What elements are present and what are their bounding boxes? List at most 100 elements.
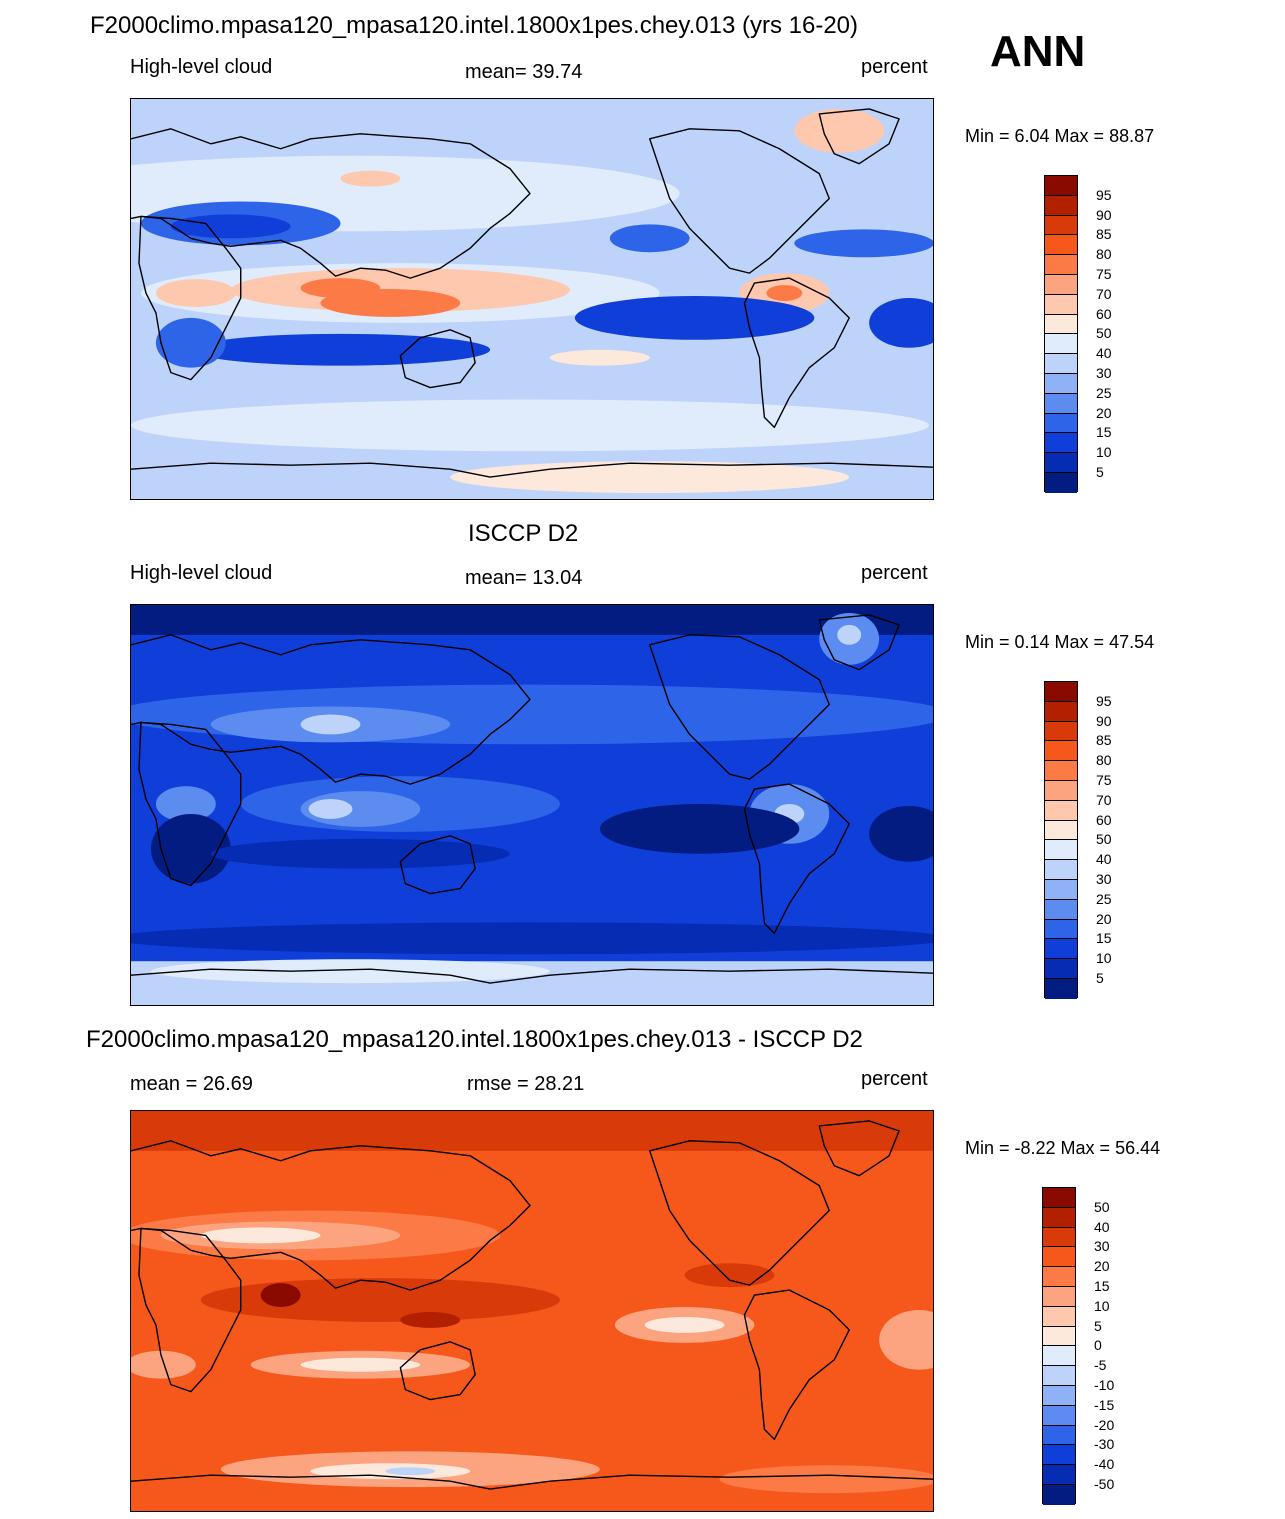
- colorbar-tick-label: 50: [1094, 1198, 1110, 1215]
- colorbar-swatch: [1045, 919, 1077, 940]
- colorbar-swatch: [1045, 255, 1077, 275]
- colorbar-tick-label: 40: [1096, 345, 1112, 362]
- colorbar-swatch: [1045, 899, 1077, 920]
- colorbar-tick-label: 20: [1096, 910, 1112, 927]
- colorbar-swatch: [1045, 472, 1077, 493]
- colorbar-tick-label: 85: [1096, 226, 1112, 243]
- colorbar-swatch: [1045, 433, 1077, 454]
- colorbar-tick-label: 30: [1096, 365, 1112, 381]
- panel2-map: [130, 604, 934, 1006]
- colorbar-tick-label: 20: [1094, 1258, 1110, 1275]
- colorbar-tick-label: 15: [1096, 424, 1112, 441]
- panel3-title: F2000climo.mpasa120_mpasa120.intel.1800x…: [86, 1026, 863, 1053]
- colorbar-tick-label: 5: [1094, 1317, 1102, 1334]
- colorbar-swatch: [1045, 294, 1077, 315]
- panel1-minmax-label: Min = 6.04 Max = 88.87: [965, 126, 1155, 146]
- colorbar-tick-label: 80: [1096, 246, 1112, 263]
- colorbar-tick-label: 30: [1096, 871, 1112, 887]
- panel1-map-plot: [131, 99, 933, 499]
- colorbar-swatch: [1043, 1405, 1075, 1426]
- colorbar-swatch: [1045, 800, 1077, 821]
- colorbar-swatch: [1045, 176, 1077, 196]
- colorbar-tick-label: -5: [1094, 1357, 1107, 1374]
- panel2-minmax-label: Min = 0.14 Max = 47.54: [965, 632, 1155, 652]
- panel3-rmse-label: rmse = 28.21: [467, 1073, 585, 1095]
- colorbar-swatch: [1045, 701, 1077, 722]
- colorbar-swatch: [1045, 215, 1077, 236]
- colorbar-tick-label: 50: [1096, 831, 1112, 848]
- colorbar-tick-label: 75: [1096, 772, 1112, 788]
- colorbar-swatch: [1043, 1326, 1075, 1347]
- season-label: ANN: [990, 27, 1086, 76]
- colorbar-tick-label: 25: [1096, 384, 1112, 401]
- colorbar-swatch: [1045, 761, 1077, 781]
- colorbar-tick-label: 10: [1094, 1297, 1110, 1314]
- colorbar-swatch: [1045, 314, 1077, 335]
- colorbar-tick-label: -30: [1094, 1436, 1115, 1453]
- colorbar-tick-label: -20: [1094, 1416, 1115, 1433]
- colorbar-tick-label: 85: [1096, 732, 1112, 749]
- colorbar-swatch: [1045, 235, 1077, 256]
- colorbar-tick-label: 70: [1096, 791, 1112, 808]
- colorbar-tick-label: 15: [1094, 1278, 1110, 1294]
- panel2-mean-label: mean= 13.04: [465, 567, 583, 589]
- colorbar-swatch: [1045, 741, 1077, 762]
- colorbar-swatch: [1043, 1346, 1075, 1367]
- colorbar-swatch: [1043, 1188, 1075, 1208]
- colorbar-swatch: [1043, 1385, 1075, 1406]
- panel1-units-label: percent: [861, 56, 928, 78]
- colorbar-tick-label: 5: [1096, 464, 1104, 480]
- colorbar-swatch: [1045, 820, 1077, 841]
- colorbar-swatch: [1043, 1247, 1075, 1268]
- colorbar-swatch: [1045, 682, 1077, 702]
- panel2-units-label: percent: [861, 562, 928, 584]
- colorbar-swatch: [1045, 413, 1077, 434]
- colorbar-tick-label: 90: [1096, 712, 1112, 729]
- panel1-variable-label: High-level cloud: [130, 56, 273, 78]
- main-title: F2000climo.mpasa120_mpasa120.intel.1800x…: [90, 12, 859, 39]
- colorbar-tick-label: 25: [1096, 890, 1112, 907]
- panel1-mean-label: mean= 39.74: [465, 61, 583, 83]
- colorbar-swatch: [1045, 959, 1077, 979]
- colorbar-swatch: [1043, 1306, 1075, 1327]
- panel2-map-plot: [131, 605, 933, 1005]
- colorbar-tick-label: 5: [1096, 970, 1104, 986]
- colorbar-tick-label: -40: [1094, 1456, 1115, 1473]
- colorbar-tick-label: -50: [1094, 1476, 1115, 1492]
- colorbar-tick-label: 75: [1096, 266, 1112, 282]
- colorbar-swatch: [1045, 721, 1077, 742]
- colorbar-swatch: [1045, 373, 1077, 394]
- colorbar-swatch: [1043, 1207, 1075, 1228]
- colorbar-swatch: [1045, 860, 1077, 880]
- colorbar-swatch: [1045, 453, 1077, 473]
- colorbar-swatch: [1045, 274, 1077, 295]
- colorbar-swatch: [1043, 1425, 1075, 1446]
- colorbar-tick-label: 10: [1096, 950, 1112, 967]
- colorbar-tick-label: 95: [1096, 692, 1112, 709]
- colorbar-swatch: [1045, 978, 1077, 999]
- colorbar-tick-label: 30: [1094, 1238, 1110, 1255]
- colorbar-swatch: [1043, 1227, 1075, 1248]
- colorbar-swatch: [1043, 1267, 1075, 1287]
- colorbar-tick-label: 60: [1096, 811, 1112, 828]
- colorbar-tick-label: 40: [1094, 1218, 1110, 1235]
- colorbar-swatch: [1045, 354, 1077, 374]
- colorbar-swatch: [1045, 879, 1077, 900]
- panel3-minmax-label: Min = -8.22 Max = 56.44: [965, 1138, 1161, 1158]
- panel2-colorbar: [1044, 681, 1078, 999]
- colorbar-swatch: [1043, 1465, 1075, 1485]
- colorbar-swatch: [1045, 780, 1077, 801]
- colorbar-tick-label: 20: [1096, 404, 1112, 421]
- colorbar-swatch: [1045, 840, 1077, 861]
- colorbar-tick-label: 40: [1096, 851, 1112, 868]
- colorbar-tick-label: 15: [1096, 930, 1112, 947]
- colorbar-swatch: [1045, 939, 1077, 960]
- panel3-units-label: percent: [861, 1068, 928, 1090]
- colorbar-tick-label: -10: [1094, 1377, 1115, 1393]
- panel2-title: ISCCP D2: [468, 520, 579, 547]
- colorbar-tick-label: 0: [1094, 1337, 1102, 1354]
- panel3-colorbar: [1042, 1187, 1076, 1505]
- panel3-map-plot: [131, 1111, 933, 1511]
- panel2-variable-label: High-level cloud: [130, 562, 273, 584]
- colorbar-swatch: [1043, 1286, 1075, 1307]
